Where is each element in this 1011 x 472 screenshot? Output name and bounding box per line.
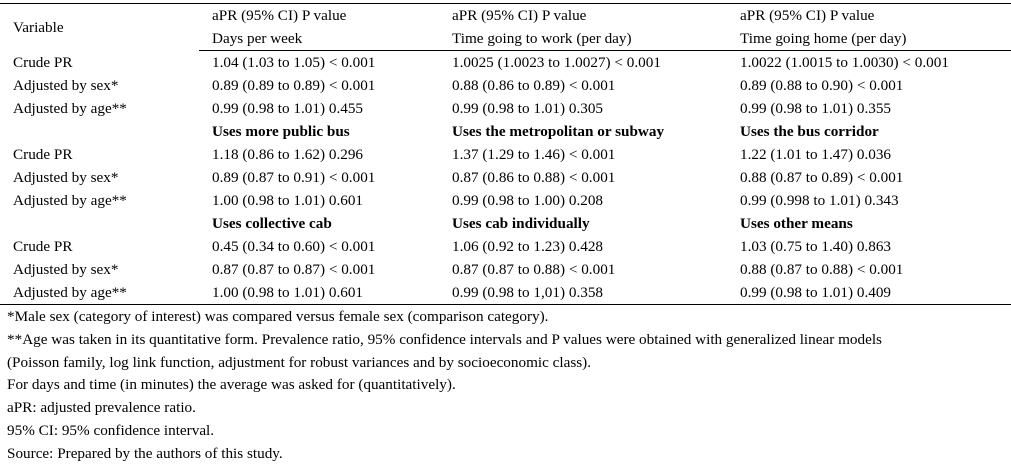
- row-label: Crude PR: [13, 53, 73, 71]
- table-cell: 0.99 (0.98 to 1.00) 0.208: [452, 192, 604, 209]
- subheader-cell: Uses the metropolitan or subway: [452, 123, 665, 140]
- row-label: Adjusted by age**: [13, 100, 127, 117]
- table-cell: 0.99 (0.98 to 1.01) 0.355: [740, 100, 892, 117]
- table-cell: 1.37 (1.29 to 1.46) < 0.001: [452, 146, 616, 163]
- footnote-age-continued: (Poisson family, log link function, adju…: [7, 353, 592, 371]
- table-row: Adjusted by age** 1.00 (0.98 to 1.01) 0.…: [0, 281, 1011, 305]
- footnote-sex: *Male sex (category of interest) was com…: [7, 308, 549, 325]
- subheader-row: Uses more public bus Uses the metropolit…: [0, 120, 1011, 143]
- footnote-days-time: For days and time (in minutes) the avera…: [7, 376, 456, 394]
- subheader-cell: Uses collective cab: [212, 215, 332, 232]
- table-cell: 0.89 (0.87 to 0.91) < 0.001: [212, 169, 376, 186]
- footnote-age: **Age was taken in its quantitative form…: [7, 330, 882, 348]
- table-cell: 1.06 (0.92 to 1.23) 0.428: [452, 238, 604, 255]
- subheader-row: Uses collective cab Uses cab individuall…: [0, 212, 1011, 235]
- footnote-source: Source: Prepared by the authors of this …: [7, 444, 283, 462]
- column-label-3: Time going home (per day): [727, 27, 1011, 51]
- table-cell: 0.99 (0.98 to 1,01) 0.358: [439, 281, 727, 305]
- table-cell: 1.0022 (1.0015 to 1.0030) < 0.001: [740, 54, 949, 71]
- row-label: Crude PR: [13, 238, 73, 255]
- subheader-cell: Uses the bus corridor: [740, 123, 879, 140]
- subheader-cell: Uses cab individually: [452, 215, 590, 232]
- table-cell: 1.04 (1.03 to 1.05) < 0.001: [212, 54, 376, 71]
- table-cell: 0.87 (0.87 to 0.88) < 0.001: [452, 261, 616, 278]
- table-cell: 0.89 (0.89 to 0.89) < 0.001: [212, 77, 376, 94]
- table-cell: 0.99 (0.98 to 1.01) 0.409: [727, 281, 1011, 305]
- subheader-blank: [0, 212, 199, 235]
- table-row: Adjusted by sex* 0.89 (0.87 to 0.91) < 0…: [0, 166, 1011, 189]
- table-cell: 1.22 (1.01 to 1.47) 0.036: [740, 146, 892, 163]
- table-cell: 0.45 (0.34 to 0.60) < 0.001: [212, 238, 376, 255]
- row-label: Adjusted by age**: [0, 281, 199, 305]
- row-label: Crude PR: [13, 146, 73, 163]
- row-label: Adjusted by age**: [13, 192, 127, 209]
- table-row: Adjusted by sex* 0.89 (0.89 to 0.89) < 0…: [0, 74, 1011, 97]
- table-row: Crude PR 1.04 (1.03 to 1.05) < 0.001 1.0…: [0, 51, 1011, 75]
- subheader-blank: [0, 120, 199, 143]
- table-row: Crude PR 0.45 (0.34 to 0.60) < 0.001 1.0…: [0, 235, 1011, 258]
- table-cell: 1.00 (0.98 to 1.01) 0.601: [199, 281, 439, 305]
- table-header: Variable aPR (95% CI) P value aPR (95% C…: [0, 4, 1011, 51]
- table-row: Adjusted by age** 0.99 (0.98 to 1.01) 0.…: [0, 97, 1011, 120]
- subheader-cell: Uses more public bus: [212, 123, 350, 140]
- table-cell: 0.89 (0.88 to 0.90) < 0.001: [740, 77, 904, 94]
- table-cell: 0.88 (0.86 to 0.89) < 0.001: [452, 77, 616, 94]
- column-stat-2: aPR (95% CI) P value: [452, 7, 587, 24]
- table-cell: 1.18 (0.86 to 1.62) 0.296: [212, 146, 364, 163]
- row-label: Adjusted by sex*: [13, 261, 119, 278]
- footnote-ci: 95% CI: 95% confidence interval.: [7, 421, 215, 439]
- table-body: Crude PR 1.04 (1.03 to 1.05) < 0.001 1.0…: [0, 51, 1011, 305]
- table-cell: 0.87 (0.87 to 0.87) < 0.001: [212, 261, 376, 278]
- subheader-cell: Uses other means: [740, 215, 853, 232]
- table-row: Adjusted by age** 1.00 (0.98 to 1.01) 0.…: [0, 189, 1011, 212]
- table-cell: 0.87 (0.86 to 0.88) < 0.001: [452, 169, 616, 186]
- table-row: Crude PR 1.18 (0.86 to 1.62) 0.296 1.37 …: [0, 143, 1011, 166]
- table-cell: 1.03 (0.75 to 1.40) 0.863: [740, 238, 892, 255]
- column-stat-1: aPR (95% CI) P value: [212, 7, 347, 24]
- row-label: Adjusted by sex*: [13, 169, 119, 186]
- table-cell: 0.88 (0.87 to 0.89) < 0.001: [740, 169, 904, 186]
- table-cell: 0.99 (0.98 to 1.01) 0.305: [452, 100, 604, 117]
- table-row: Adjusted by sex* 0.87 (0.87 to 0.87) < 0…: [0, 258, 1011, 281]
- header-row-stat: Variable aPR (95% CI) P value aPR (95% C…: [0, 4, 1011, 36]
- table-cell: 1.0025 (1.0023 to 1.0027) < 0.001: [452, 54, 661, 71]
- variable-header: Variable: [13, 18, 64, 36]
- table-cell: 0.88 (0.87 to 0.88) < 0.001: [740, 261, 904, 278]
- row-label: Adjusted by sex*: [13, 77, 119, 94]
- header-row-label: Days per week Time going to work (per da…: [0, 27, 1011, 51]
- column-stat-3: aPR (95% CI) P value: [740, 7, 875, 24]
- table-cell: 1.00 (0.98 to 1.01) 0.601: [212, 192, 364, 209]
- results-table: Variable aPR (95% CI) P value aPR (95% C…: [0, 3, 1011, 305]
- column-label-2: Time going to work (per day): [439, 27, 727, 51]
- footnote-apr: aPR: adjusted prevalence ratio.: [7, 399, 196, 417]
- table-cell: 0.99 (0.998 to 1.01) 0.343: [740, 192, 899, 209]
- table-footnotes: *Male sex (category of interest) was com…: [7, 306, 1007, 466]
- table-cell: 0.99 (0.98 to 1.01) 0.455: [212, 100, 364, 117]
- column-label-1: Days per week: [199, 27, 439, 51]
